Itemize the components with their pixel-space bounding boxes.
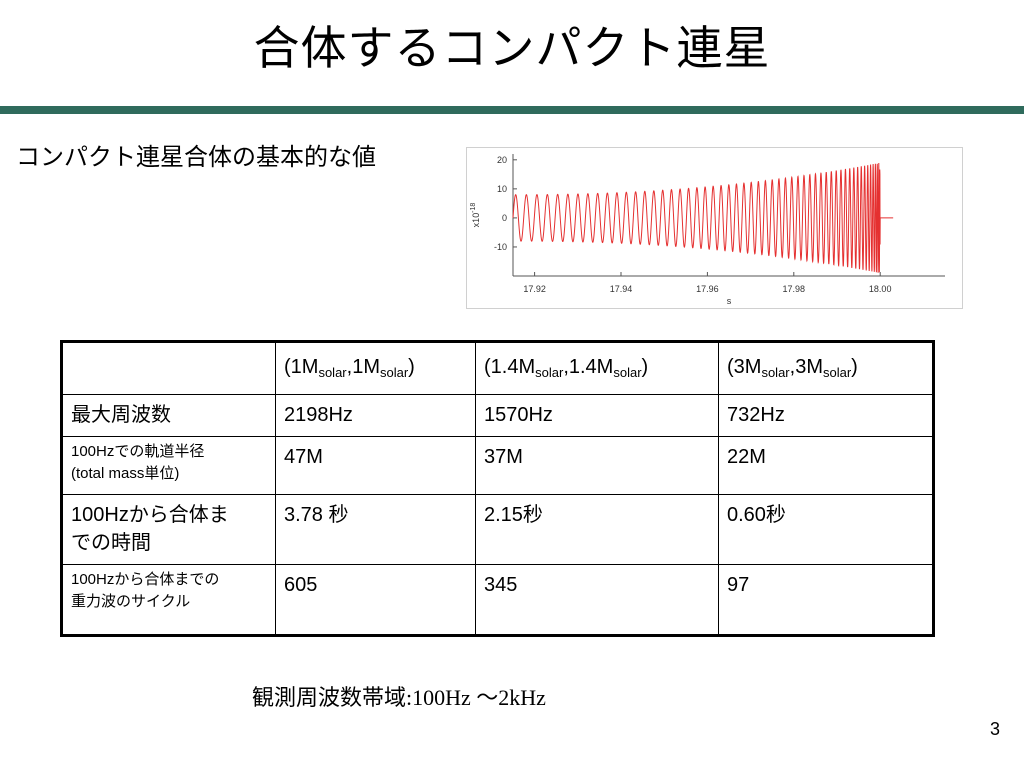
table-row: 100Hzから合体ま での時間 3.78 秒 2.15秒 0.60秒 [61,493,934,566]
header-cell-mass-1-4: (1.4Msolar,1.4Msolar) [475,341,719,395]
table-cell: 97 [718,564,934,636]
x-tick-label: 17.96 [696,284,719,294]
row-label-gw-cycles: 100Hzから合体までの 重力波のサイクル [61,564,276,636]
y-axis-label: x10-18 [470,203,481,228]
header-cell-mass-3: (3Msolar,3Msolar) [718,341,934,395]
band-separator: : [406,685,413,710]
observation-band: 観測周波数帯域:100Hz ～2kHz [252,682,546,714]
table-cell: 345 [475,564,719,636]
waveform-line [512,162,894,273]
x-axis-label: s [727,296,732,306]
x-tick-label: 17.92 [523,284,546,294]
waveform-chart-svg: 20 10 0 -10 17.92 17.94 17.96 17.98 18.00 s x10-18 [470,154,945,306]
page-number: 3 [990,719,1001,739]
table-cell: 3.78 秒 [275,493,476,566]
table-header-row: (1Msolar,1Msolar) (1.4Msolar,1.4Msolar) … [61,341,934,395]
table-cell: 732Hz [718,393,934,437]
table-corner-cell [61,341,276,395]
band-value: 100Hz ～2kHz [412,685,546,710]
header-cell-mass-1: (1Msolar,1Msolar) [275,341,476,395]
waveform-chart: 20 10 0 -10 17.92 17.94 17.96 17.98 18.00 s x10-18 [466,147,963,309]
table-cell: 37M [475,435,719,495]
parameter-table: (1Msolar,1Msolar) (1.4Msolar,1.4Msolar) … [60,340,935,637]
table-row: 最大周波数 2198Hz 1570Hz 732Hz [61,393,934,437]
row-label-time-to-merge: 100Hzから合体ま での時間 [61,493,276,566]
y-tick-label: 20 [497,155,507,165]
row-label-orbit-radius: 100Hzでの軌道半径 (total mass単位) [61,435,276,495]
x-tick-label: 17.94 [610,284,633,294]
page-title: 合体するコンパクト連星 [253,22,771,74]
table-cell: 22M [718,435,934,495]
table-row: 100Hzでの軌道半径 (total mass単位) 47M 37M 22M [61,435,934,495]
x-tick-label: 18.00 [869,284,892,294]
table-cell: 47M [275,435,476,495]
table-cell: 2.15秒 [475,493,719,566]
table-cell: 1570Hz [475,393,719,437]
row-label-max-frequency: 最大周波数 [61,393,276,437]
subtitle: コンパクト連星合体の基本的な値 [16,144,376,171]
table-cell: 605 [275,564,476,636]
band-label: 観測周波数帯域 [252,685,407,710]
y-tick-label: 0 [502,213,507,223]
table-cell: 0.60秒 [718,493,934,566]
y-axis-label-exponent: -18 [470,203,477,213]
y-tick-label: 10 [497,184,507,194]
title-divider [0,106,1024,114]
table-row: 100Hzから合体までの 重力波のサイクル 605 345 97 [61,564,934,636]
table-cell: 2198Hz [275,393,476,437]
y-tick-label: -10 [494,242,507,252]
x-tick-label: 17.98 [783,284,806,294]
